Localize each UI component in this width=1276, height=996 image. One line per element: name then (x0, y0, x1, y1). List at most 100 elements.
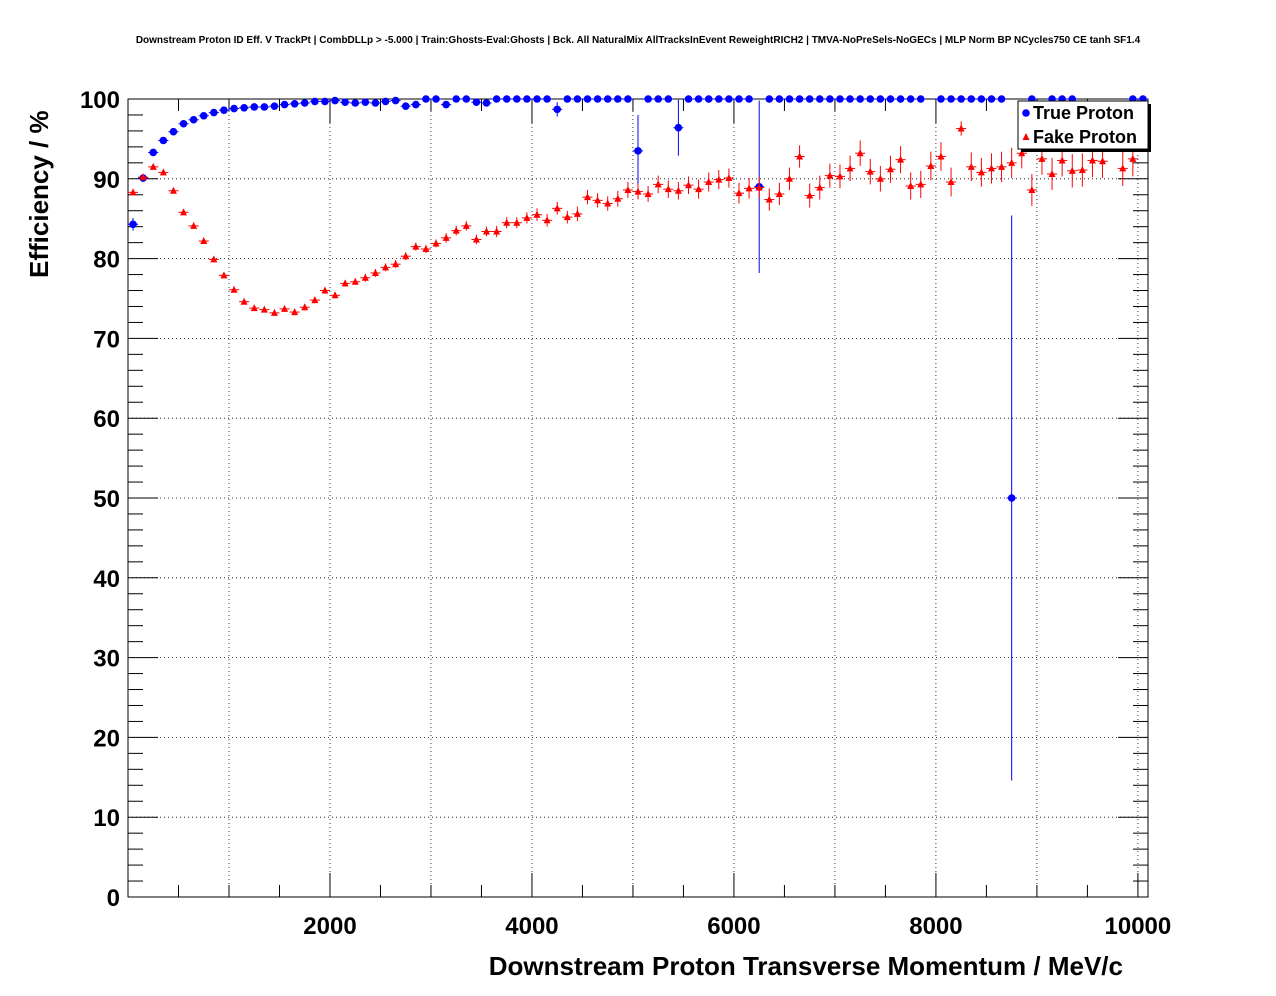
data-point (604, 199, 612, 207)
data-point (240, 103, 248, 112)
data-point (432, 239, 440, 247)
data-point (674, 186, 682, 194)
data-point (765, 195, 773, 203)
data-point (967, 162, 975, 170)
data-point (916, 95, 925, 103)
data-point (513, 95, 521, 103)
data-point (563, 213, 571, 221)
data-point (856, 95, 864, 103)
x-tick-label: 4000 (505, 913, 558, 940)
data-point (189, 115, 198, 124)
data-point (775, 95, 784, 103)
data-point (674, 123, 683, 132)
data-point (907, 181, 915, 189)
data-point (876, 174, 884, 182)
data-point (230, 104, 238, 113)
data-point (947, 177, 955, 185)
y-tick-label: 60 (93, 406, 120, 433)
data-point (725, 95, 733, 103)
data-point (452, 226, 460, 234)
data-point (846, 95, 854, 103)
data-point (381, 97, 390, 106)
legend: True Proton Fake Proton (1017, 100, 1151, 152)
data-point (291, 308, 299, 316)
data-point (1099, 157, 1107, 165)
data-point (462, 221, 470, 229)
data-point (826, 95, 834, 103)
data-point (543, 95, 551, 103)
y-tick-label: 80 (93, 247, 120, 274)
y-tick-label: 90 (93, 167, 120, 194)
data-point (886, 165, 894, 173)
data-point (260, 305, 268, 313)
y-tick-label: 30 (93, 646, 120, 673)
data-point (139, 173, 147, 181)
data-point (563, 95, 572, 103)
data-point (270, 308, 278, 316)
data-point (714, 95, 723, 103)
data-point (210, 255, 218, 263)
y-tick-label: 70 (93, 326, 120, 353)
data-point (200, 237, 208, 245)
data-point (755, 183, 763, 191)
data-point (331, 291, 339, 299)
data-point (695, 185, 703, 193)
legend-marker (1022, 133, 1030, 140)
data-point (502, 95, 511, 103)
data-point (846, 164, 854, 172)
data-point (361, 273, 369, 281)
data-point (1048, 170, 1056, 178)
data-point (371, 268, 379, 276)
data-point (351, 277, 359, 285)
data-point (300, 99, 309, 107)
data-point (815, 95, 824, 103)
data-point (331, 96, 339, 105)
data-point (897, 155, 905, 163)
x-tick-label: 10000 (1105, 913, 1172, 940)
data-point (1007, 494, 1016, 502)
data-point (583, 95, 592, 103)
data-point (1038, 154, 1046, 162)
data-point (371, 99, 380, 107)
data-point (634, 187, 642, 195)
data-point (785, 174, 793, 182)
data-point (301, 303, 309, 311)
data-point (654, 95, 662, 103)
data-point (321, 286, 329, 294)
data-point (614, 194, 622, 202)
data-point (462, 95, 471, 103)
data-point (442, 233, 450, 241)
data-point (573, 95, 582, 103)
data-point (594, 196, 602, 204)
data-point (553, 105, 562, 114)
data-point (523, 95, 531, 103)
data-point (493, 227, 501, 235)
data-point (957, 124, 965, 132)
data-point (230, 285, 238, 293)
data-point (856, 149, 864, 157)
data-point (997, 95, 1006, 103)
data-point (240, 297, 248, 305)
data-point (927, 162, 935, 170)
data-point (543, 216, 551, 224)
data-point (290, 99, 299, 108)
data-point (311, 296, 319, 304)
data-point (705, 177, 713, 185)
data-point (644, 189, 652, 197)
legend-box (1017, 100, 1149, 150)
data-point (129, 220, 137, 229)
chart-title: Downstream Proton ID Eff. V TrackPt | Co… (136, 35, 1141, 46)
data-point (553, 204, 561, 212)
data-point (149, 162, 157, 170)
y-tick-label: 20 (93, 725, 120, 752)
data-point (785, 95, 794, 103)
data-point (311, 97, 319, 106)
data-point (382, 263, 390, 271)
data-point (159, 168, 167, 176)
data-point (715, 175, 723, 183)
data-point (816, 183, 824, 191)
series-fake-proton (128, 121, 1138, 316)
data-point (917, 180, 925, 188)
data-point (806, 191, 814, 199)
data-point (805, 95, 814, 103)
